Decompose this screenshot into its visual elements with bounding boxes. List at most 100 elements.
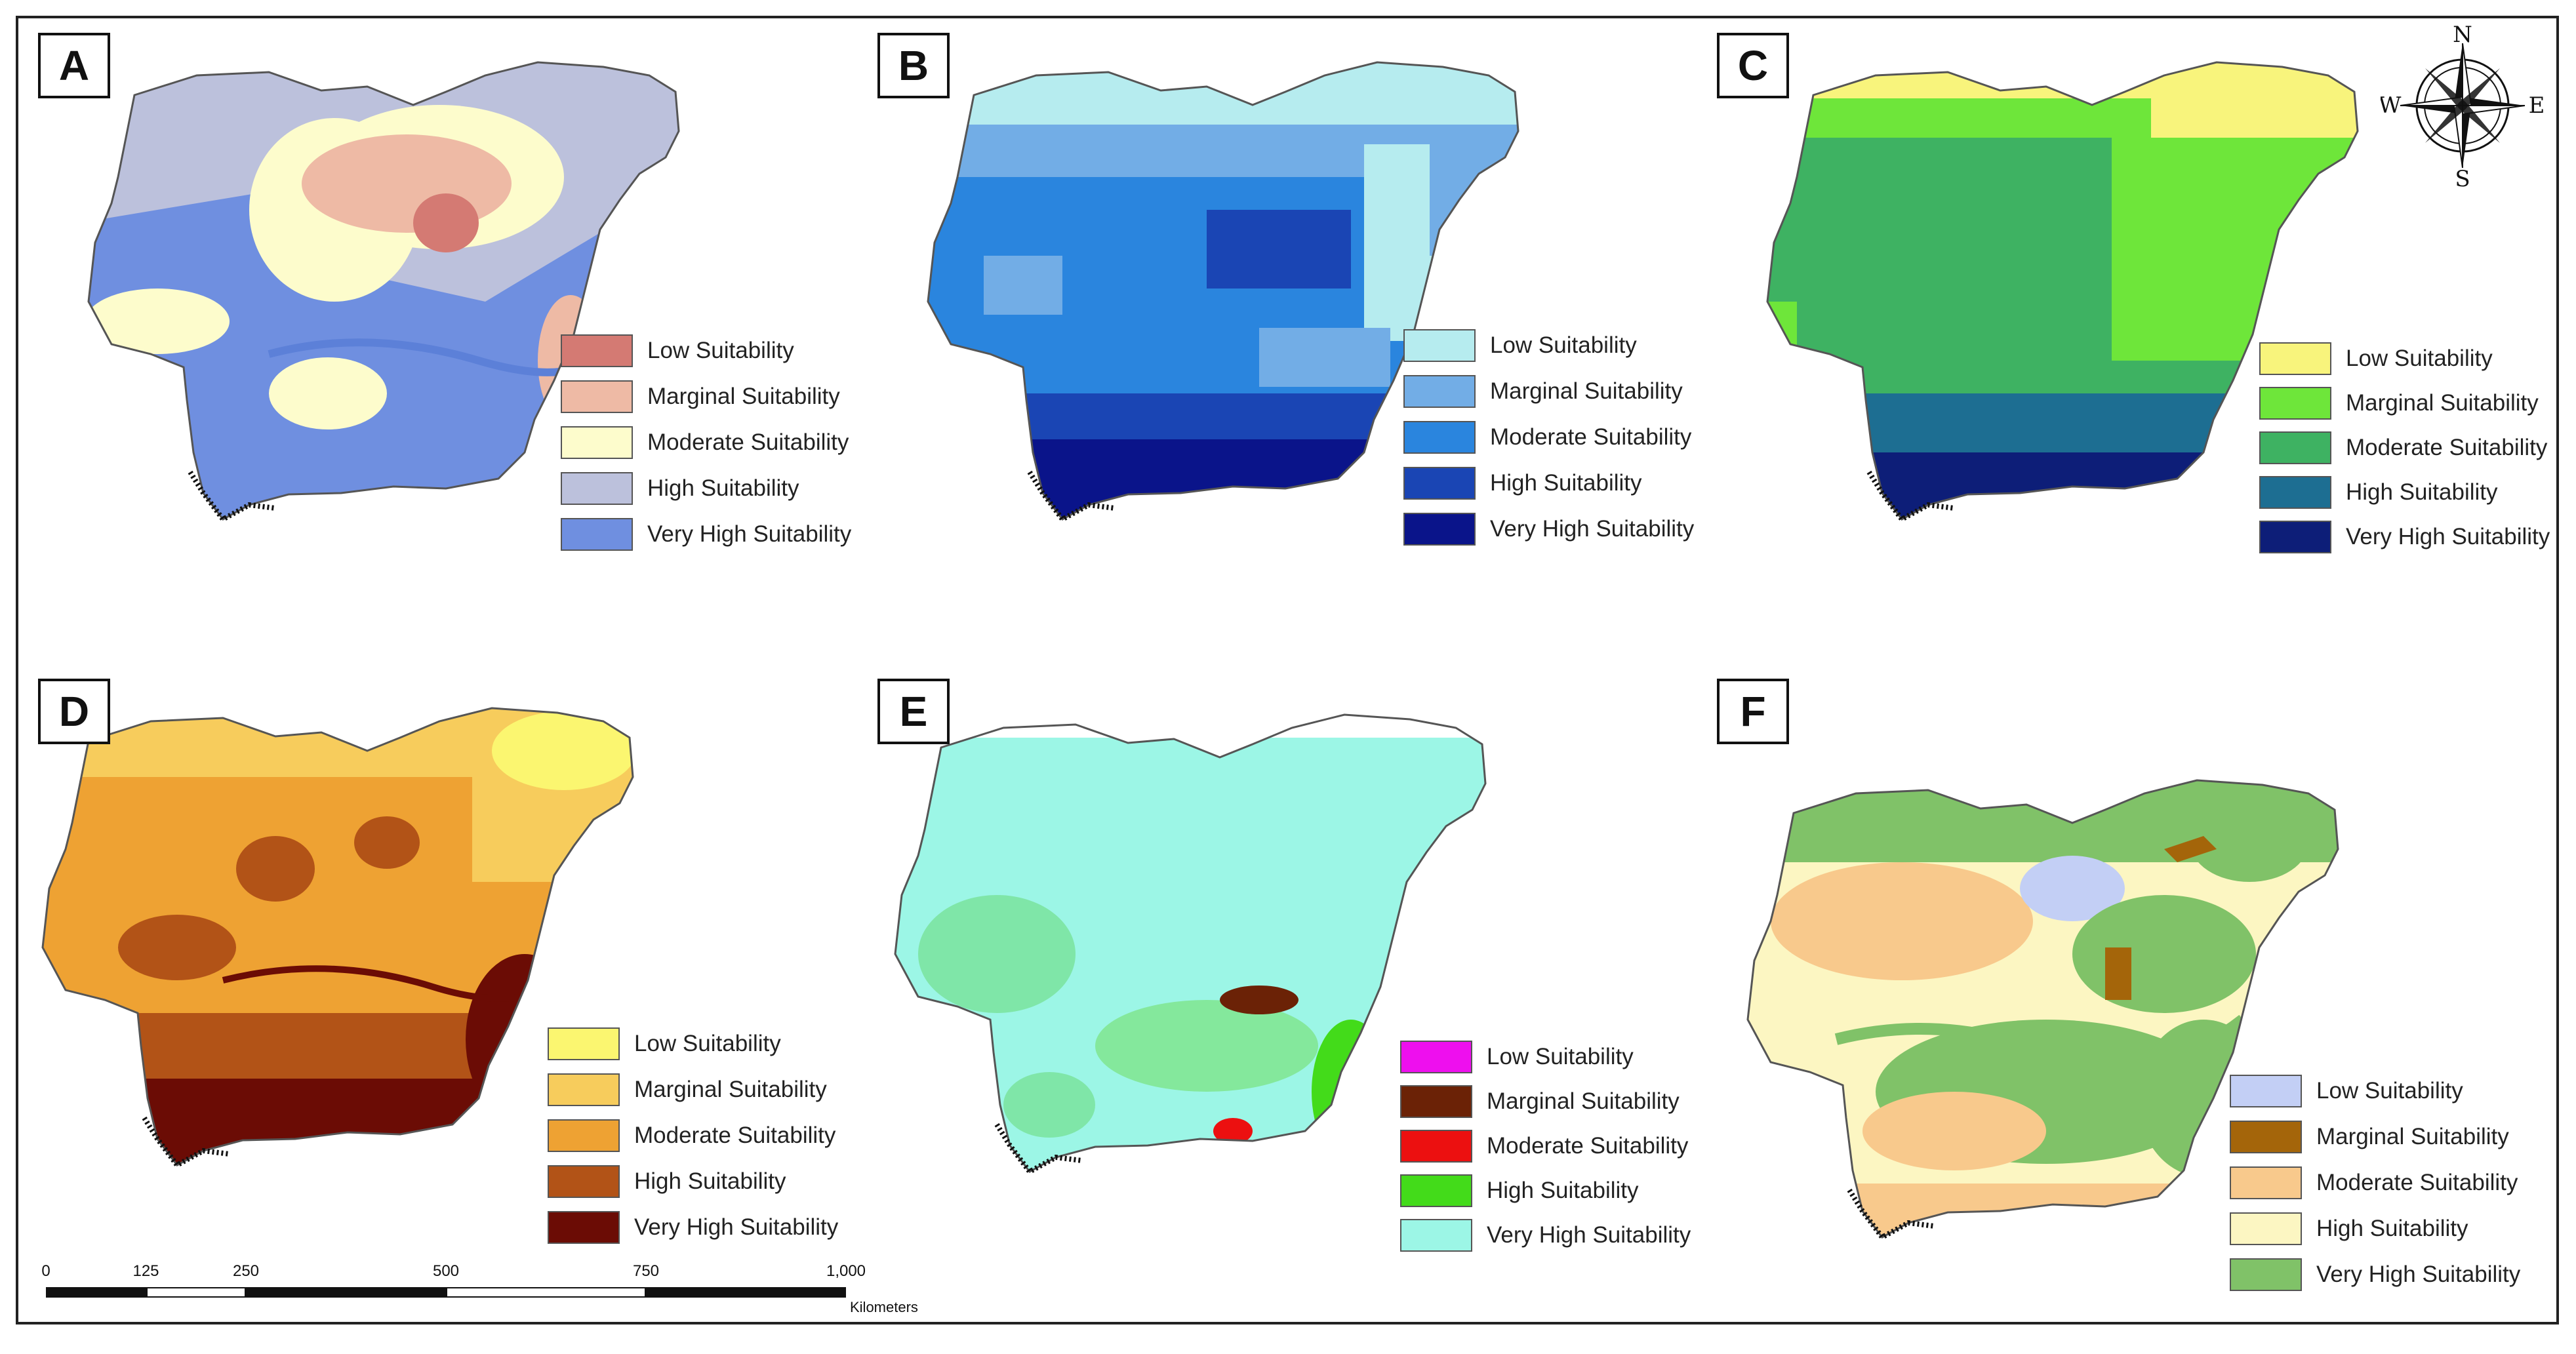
legend-item: High Suitability <box>561 471 799 506</box>
map-e <box>894 713 1487 1176</box>
legend-swatch <box>548 1073 620 1106</box>
legend-label: Marginal Suitability <box>634 1077 827 1102</box>
scale-tick-label: 500 <box>432 1262 460 1280</box>
legend-item: Moderate Suitability <box>1400 1128 1688 1164</box>
legend-label: Low Suitability <box>634 1031 781 1056</box>
legend-label: High Suitability <box>2346 479 2498 505</box>
legend-label: Moderate Suitability <box>634 1123 836 1148</box>
legend-item: Very High Suitability <box>2259 519 2550 555</box>
scale-unit-label: Kilometers <box>850 1299 918 1315</box>
legend-item: Moderate Suitability <box>2259 430 2547 466</box>
map-a <box>87 61 680 523</box>
legend-label: Low Suitability <box>647 338 794 363</box>
legend-swatch <box>2230 1258 2302 1291</box>
map-panel-a: A Low Suitability Marginal Suitability M… <box>26 26 859 643</box>
legend-label: High Suitability <box>1490 470 1642 496</box>
panel-label-c: C <box>1717 33 1789 98</box>
legend-swatch <box>1403 421 1476 454</box>
legend-item: Marginal Suitability <box>548 1072 827 1107</box>
legend-swatch <box>2259 476 2331 509</box>
scale-bar-segment <box>46 1287 146 1298</box>
legend-label: Very High Suitability <box>1490 516 1695 542</box>
scale-bar-segment <box>146 1287 246 1298</box>
legend-label: Low Suitability <box>1487 1044 1634 1069</box>
legend-swatch <box>1400 1130 1472 1163</box>
panel-label-d: D <box>38 679 110 744</box>
legend-label: Low Suitability <box>1490 332 1637 358</box>
legend-swatch <box>1400 1041 1472 1073</box>
scale-bar: 0 125 250 500 750 1,000 Kilometers <box>41 1262 977 1321</box>
legend-swatch <box>548 1119 620 1152</box>
legend-label: Marginal Suitability <box>647 384 840 409</box>
legend-item: Low Suitability <box>561 333 794 368</box>
scale-bar-segment <box>446 1287 646 1298</box>
legend-swatch <box>548 1027 620 1060</box>
legend-swatch <box>2259 521 2331 553</box>
legend-item: High Suitability <box>548 1164 786 1199</box>
scale-bar-segment <box>646 1287 846 1298</box>
legend-item: Low Suitability <box>1403 328 1637 363</box>
legend-swatch <box>561 518 633 551</box>
legend-item: High Suitability <box>1400 1173 1639 1208</box>
legend-swatch <box>1400 1219 1472 1252</box>
legend-item: Marginal Suitability <box>1403 374 1683 409</box>
legend-swatch <box>1403 467 1476 500</box>
map-panel-e: E Low Suitability Marginal Suitability M… <box>866 679 1699 1354</box>
legend-item: Low Suitability <box>548 1026 781 1062</box>
legend-swatch <box>2230 1121 2302 1153</box>
legend-item: Moderate Suitability <box>2230 1165 2518 1201</box>
legend-item: Very High Suitability <box>1403 511 1694 547</box>
legend-swatch <box>1403 513 1476 546</box>
legend-swatch <box>548 1211 620 1244</box>
legend-item: Very High Suitability <box>548 1210 838 1245</box>
legend-swatch <box>561 472 633 505</box>
legend-item: Very High Suitability <box>1400 1218 1691 1253</box>
panel-label-f: F <box>1717 679 1789 744</box>
legend-item: Low Suitability <box>2230 1073 2463 1109</box>
scale-tick-label: 1,000 <box>826 1262 866 1280</box>
legend-label: Very High Suitability <box>647 521 852 547</box>
compass-south: S <box>2455 166 2470 188</box>
legend-label: Low Suitability <box>2346 346 2493 371</box>
map-panel-c: C Low Suitability Marginal Suitability M… <box>1705 26 2550 643</box>
legend-swatch <box>561 380 633 413</box>
compass-west: W <box>2381 92 2402 119</box>
legend-item: Moderate Suitability <box>1403 420 1691 455</box>
compass-rose-icon: N S E W <box>2381 24 2545 188</box>
map-panel-d: D Low Suitability Marginal Suitability M… <box>26 672 859 1288</box>
scale-tick-label: 750 <box>632 1262 660 1280</box>
scale-bar-segment <box>246 1287 446 1298</box>
legend-swatch <box>2230 1166 2302 1199</box>
legend-swatch <box>2230 1212 2302 1245</box>
legend-label: Very High Suitability <box>2316 1262 2521 1287</box>
map-f <box>1746 779 2339 1241</box>
legend-item: Moderate Suitability <box>548 1118 835 1153</box>
legend-swatch <box>2230 1075 2302 1107</box>
legend-swatch <box>1400 1085 1472 1118</box>
map-d <box>41 707 634 1169</box>
compass-east: E <box>2529 92 2545 119</box>
compass-north: N <box>2453 24 2472 48</box>
legend-item: High Suitability <box>2259 475 2498 510</box>
scale-tick-label: 125 <box>132 1262 159 1280</box>
legend-item: High Suitability <box>1403 466 1642 501</box>
panel-label-b: B <box>877 33 950 98</box>
scale-tick-label: 250 <box>232 1262 260 1280</box>
legend-item: Low Suitability <box>1400 1039 1634 1075</box>
legend-swatch <box>1403 375 1476 408</box>
map-panel-b: B Low Suitability Marginal Suitability M… <box>866 26 1699 643</box>
legend-item: Marginal Suitability <box>1400 1084 1680 1119</box>
panel-label-e: E <box>877 679 950 744</box>
scale-tick-label: 0 <box>41 1262 50 1280</box>
legend-swatch <box>2259 431 2331 464</box>
legend-swatch <box>1400 1174 1472 1207</box>
legend-label: Very High Suitability <box>1487 1222 1691 1248</box>
legend-label: Moderate Suitability <box>647 429 849 455</box>
legend-label: Moderate Suitability <box>2316 1170 2518 1195</box>
legend-label: Marginal Suitability <box>2346 390 2539 416</box>
legend-swatch <box>561 426 633 459</box>
legend-swatch <box>2259 387 2331 420</box>
map-panel-f: F Low Suitability Marginal Suitability M… <box>1705 672 2538 1291</box>
legend-label: High Suitability <box>647 475 799 501</box>
legend-item: Very High Suitability <box>561 517 851 552</box>
